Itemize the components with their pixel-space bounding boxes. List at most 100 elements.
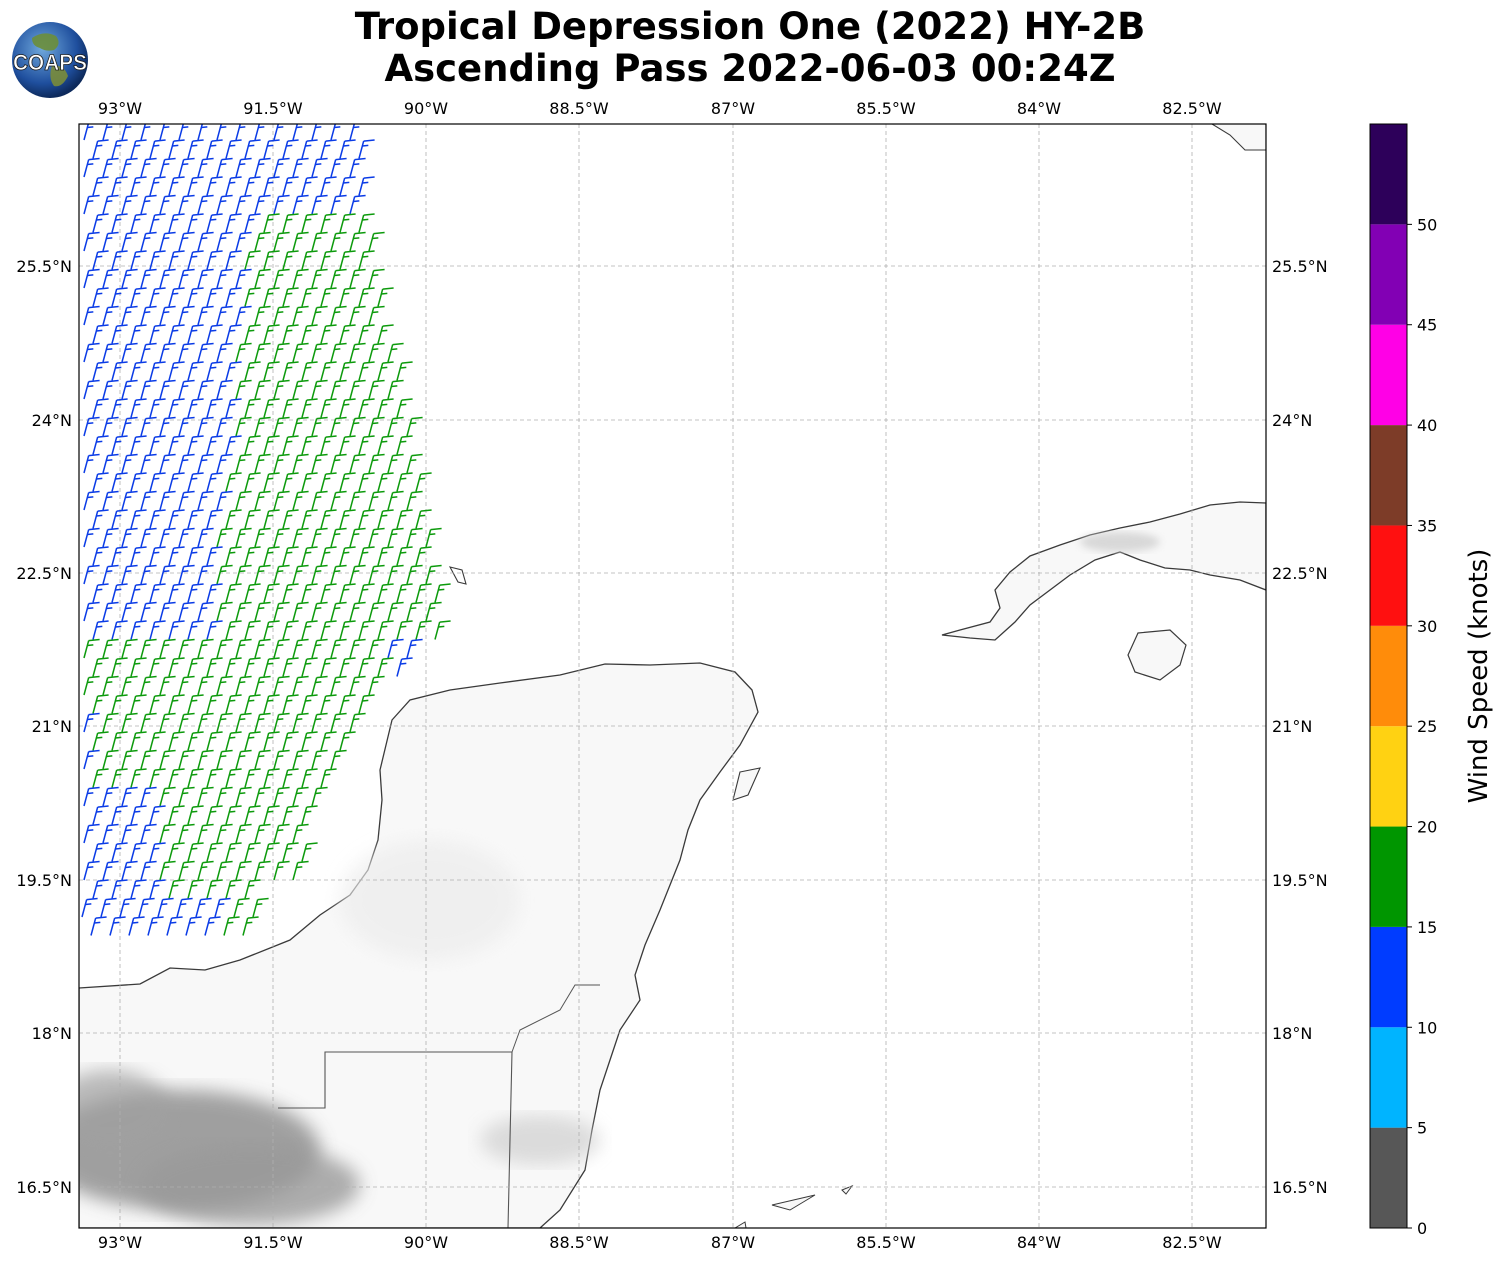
wind-barb	[349, 490, 366, 511]
wind-barb	[187, 731, 204, 751]
wind-barb	[311, 231, 328, 252]
wind-barb	[92, 472, 109, 492]
wind-barb	[83, 675, 100, 696]
wind-barb	[254, 453, 271, 474]
wind-barb	[349, 231, 366, 252]
wind-barb	[292, 453, 309, 474]
wind-barb	[377, 435, 394, 455]
wind-barb	[130, 583, 147, 603]
wind-barb	[377, 287, 394, 307]
wind-barb	[301, 213, 318, 233]
wind-barb	[330, 675, 347, 696]
wind-barb	[102, 786, 119, 807]
wind-barb	[216, 601, 233, 622]
wind-barb	[111, 583, 128, 603]
wind-barb	[242, 916, 259, 936]
wind-barb	[301, 805, 318, 825]
wind-barb	[187, 620, 204, 640]
globe-land-shape-2	[50, 65, 68, 87]
wind-barb	[320, 287, 337, 307]
wind-barb	[81, 897, 98, 918]
wind-barb	[121, 124, 132, 141]
wind-barb	[330, 601, 347, 622]
wind-barb	[83, 823, 100, 844]
terrain-shade	[480, 1115, 600, 1165]
wind-barb	[225, 287, 242, 307]
wind-barb	[197, 416, 214, 437]
wind-barb	[301, 139, 318, 159]
wind-barb	[121, 564, 138, 585]
wind-barb	[358, 176, 375, 196]
wind-barb	[330, 416, 347, 437]
wind-barb	[149, 879, 166, 899]
wind-barb	[320, 768, 337, 788]
wind-barb	[206, 546, 223, 566]
wind-barb	[292, 860, 309, 881]
wind-barb	[292, 194, 309, 215]
wind-barb	[292, 342, 309, 363]
wind-barb	[140, 268, 157, 289]
wind-barb	[216, 231, 233, 252]
wind-barb	[83, 305, 100, 326]
wind-barb	[301, 361, 318, 381]
wind-barb	[149, 546, 166, 566]
wind-barb	[168, 583, 185, 603]
lat-label-left: 18°N	[32, 1024, 72, 1043]
wind-barb	[216, 638, 233, 659]
wind-barb	[320, 250, 337, 270]
wind-barb	[406, 527, 423, 548]
wind-barb	[149, 805, 166, 825]
wind-barb	[235, 749, 252, 770]
wind-barb	[187, 694, 204, 714]
wind-barb	[282, 250, 299, 270]
wind-barb	[128, 916, 145, 936]
wind-barb	[149, 620, 166, 640]
wind-barb	[168, 324, 185, 344]
wind-barb	[121, 453, 138, 474]
lat-label-left: 25.5°N	[16, 257, 72, 276]
wind-barb	[92, 768, 109, 788]
wind-barb	[138, 897, 155, 918]
lat-label-right: 22.5°N	[1272, 564, 1328, 583]
wind-barb	[83, 860, 100, 881]
wind-barb	[339, 176, 356, 196]
wind-barb	[368, 268, 385, 289]
wind-barb	[311, 749, 328, 770]
wind-barb	[168, 472, 185, 492]
wind-barb	[339, 546, 356, 566]
wind-barb	[140, 157, 157, 178]
wind-barb	[273, 638, 290, 659]
wind-barb	[197, 749, 214, 770]
wind-barb	[292, 823, 309, 844]
wind-barb	[425, 527, 442, 548]
lat-label-right: 24°N	[1272, 411, 1312, 430]
florida-coast	[1210, 124, 1266, 151]
wind-barb	[121, 268, 138, 289]
wind-barb	[330, 231, 347, 252]
wind-barb	[358, 287, 375, 307]
wind-barb	[244, 176, 261, 196]
wind-barb	[282, 731, 299, 751]
wind-barb	[187, 546, 204, 566]
title-line-1: Tropical Depression One (2022) HY-2B	[354, 5, 1146, 48]
isla-juventud	[1127, 629, 1187, 681]
wind-barb	[225, 509, 242, 529]
wind-barb	[102, 564, 119, 585]
wind-barb	[349, 342, 366, 363]
wind-barb	[415, 509, 432, 529]
wind-barb	[83, 527, 100, 548]
wind-barb	[168, 361, 185, 381]
wind-barb	[235, 194, 252, 215]
wind-barb	[244, 768, 261, 788]
wind-barb	[92, 694, 109, 714]
wind-barb	[368, 379, 385, 400]
wind-barb	[140, 124, 151, 141]
wind-barb	[320, 435, 337, 455]
wind-barb	[235, 342, 252, 363]
wind-barb	[216, 379, 233, 400]
lon-label-bottom: 84°W	[1017, 1233, 1061, 1252]
wind-barb	[140, 823, 157, 844]
wind-barb	[206, 842, 223, 862]
wind-barb	[121, 638, 138, 659]
wind-barb	[339, 139, 356, 159]
